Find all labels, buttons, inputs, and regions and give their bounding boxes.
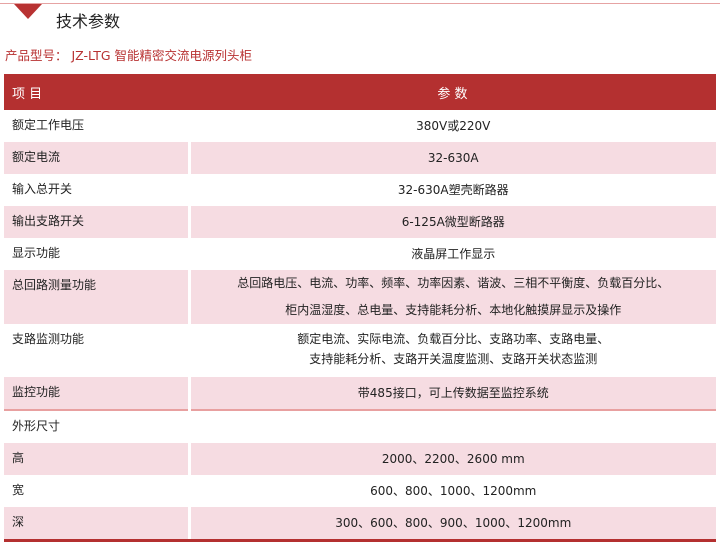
row-item: 宽 — [4, 475, 191, 507]
value-line: 2000、2200、2600 mm — [381, 452, 525, 466]
row-value: 带485接口，可上传数据至监控系统 — [189, 377, 716, 411]
row-value: 32-630A塑壳断路器 — [189, 174, 716, 206]
row-item: 额定电流 — [4, 142, 191, 174]
table-row: 总回路测量功能 总回路电压、电流、功率、频率、功率因素、谐波、三相不平衡度、负载百… — [4, 270, 716, 324]
row-item: 支路监测功能 — [4, 324, 191, 377]
value-line: 6-125A微型断路器 — [401, 215, 505, 229]
table-row: 高 2000、2200、2600 mm — [4, 443, 716, 475]
table-row: 深 300、600、800、900、1000、1200mm — [4, 507, 716, 542]
row-item: 总回路测量功能 — [4, 270, 191, 324]
row-value: 额定电流、实际电流、负载百分比、支路功率、支路电量、 支持能耗分析、支路开关温度监… — [189, 324, 716, 377]
row-item: 监控功能 — [4, 377, 191, 411]
row-value: 32-630A — [189, 142, 716, 174]
value-line: 额定电流、实际电流、负载百分比、支路功率、支路电量、 — [297, 332, 610, 346]
row-value: 总回路电压、电流、功率、频率、功率因素、谐波、三相不平衡度、负载百分比、 柜内温湿… — [189, 270, 716, 324]
row-item: 显示功能 — [4, 238, 191, 270]
row-item: 外形尺寸 — [4, 410, 191, 443]
row-value: 6-125A微型断路器 — [189, 206, 716, 238]
header-param: 参 数 — [189, 74, 716, 110]
value-line: 380V或220V — [416, 119, 491, 133]
header-item: 项 目 — [4, 74, 189, 110]
value-line: 32-630A — [427, 151, 479, 165]
table-row: 监控功能 带485接口，可上传数据至监控系统 — [4, 377, 716, 411]
section-title: 技术参数 — [56, 12, 121, 31]
top-divider — [0, 3, 720, 4]
row-item: 高 — [4, 443, 191, 475]
table-row: 显示功能 液晶屏工作显示 — [4, 238, 716, 270]
table-row: 宽 600、800、1000、1200mm — [4, 475, 716, 507]
row-item: 输入总开关 — [4, 174, 191, 206]
row-value: 600、800、1000、1200mm — [189, 475, 716, 507]
value-line — [191, 414, 717, 440]
value-line: 32-630A塑壳断路器 — [397, 183, 509, 197]
triangle-marker-icon — [14, 4, 42, 19]
row-value — [189, 410, 716, 443]
row-item: 额定工作电压 — [4, 110, 191, 142]
value-line: 带485接口，可上传数据至监控系统 — [357, 386, 549, 400]
value-line: 300、600、800、900、1000、1200mm — [335, 516, 572, 530]
product-model: 产品型号： JZ-LTG 智能精密交流电源列头柜 — [5, 48, 253, 63]
value-line: 液晶屏工作显示 — [411, 247, 496, 261]
table-row: 额定工作电压 380V或220V — [4, 110, 716, 142]
value-line: 柜内温湿度、总电量、支持能耗分析、本地化触摸屏显示及操作 — [285, 303, 622, 317]
row-value: 300、600、800、900、1000、1200mm — [189, 507, 716, 542]
table-row: 额定电流 32-630A — [4, 142, 716, 174]
row-value: 液晶屏工作显示 — [189, 238, 716, 270]
table-row: 支路监测功能 额定电流、实际电流、负载百分比、支路功率、支路电量、 支持能耗分析、支… — [4, 324, 716, 377]
value-line: 支持能耗分析、支路开关温度监测、支路开关状态监测 — [309, 352, 598, 366]
table-row: 输入总开关 32-630A塑壳断路器 — [4, 174, 716, 206]
spec-table: 项 目 参 数 额定工作电压 380V或220V 额定电流 32-630A 输入总开关 3… — [4, 74, 716, 542]
row-value: 380V或220V — [189, 110, 716, 142]
value-line: 600、800、1000、1200mm — [370, 484, 537, 498]
row-value: 2000、2200、2600 mm — [189, 443, 716, 475]
table-row: 输出支路开关 6-125A微型断路器 — [4, 206, 716, 238]
row-item: 输出支路开关 — [4, 206, 191, 238]
row-item: 深 — [4, 507, 191, 542]
value-line: 总回路电压、电流、功率、频率、功率因素、谐波、三相不平衡度、负载百分比、 — [237, 276, 670, 290]
table-row: 外形尺寸 — [4, 410, 716, 443]
